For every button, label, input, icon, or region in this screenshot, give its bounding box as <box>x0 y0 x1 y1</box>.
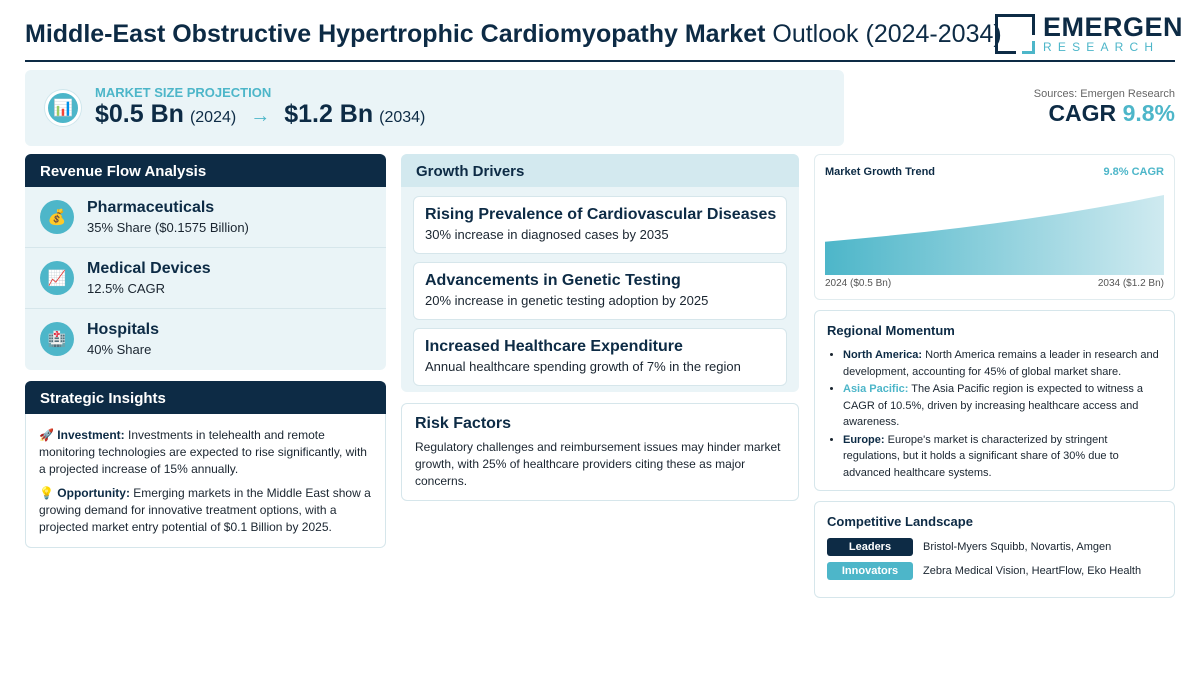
innovators-names: Zebra Medical Vision, HeartFlow, Eko Hea… <box>923 565 1142 577</box>
insight-investment-label: Investment: <box>57 428 125 442</box>
trend-area <box>825 195 1164 275</box>
leaders-badge: Leaders <box>827 538 913 556</box>
region-label: Europe: <box>843 433 885 446</box>
driver-detail: 20% increase in genetic testing adoption… <box>425 293 709 308</box>
revenue-item-hospitals: 🏥 Hospitals 40% Share <box>25 309 386 370</box>
driver-item: Advancements in Genetic Testing 20% incr… <box>413 262 787 320</box>
competitive-landscape-title: Competitive Landscape <box>827 514 973 529</box>
region-label: Asia Pacific: <box>843 383 909 395</box>
bar-chart-icon: 📊 <box>45 90 81 126</box>
region-europe: Europe: Europe's market is characterized… <box>843 432 1162 482</box>
market-growth-trend-chart: Market Growth Trend 9.8% CAGR 2024 ($0.5… <box>814 154 1175 300</box>
projection-label: MARKET SIZE PROJECTION <box>95 85 272 100</box>
emergen-logo[interactable]: EMERGEN RESEARCH <box>995 12 1183 56</box>
insight-investment-text: Investments in telehealth and remote mon… <box>39 428 367 476</box>
revenue-item-title: Pharmaceuticals <box>87 199 215 216</box>
page-title: Middle-East Obstructive Hypertrophic Car… <box>25 20 1002 49</box>
projection-end-value: $1.2 Bn <box>284 100 374 128</box>
logo-mark-icon <box>995 14 1035 54</box>
rocket-icon: 🚀 <box>39 428 54 442</box>
money-bag-icon: 💰 <box>40 200 74 234</box>
driver-item: Rising Prevalence of Cardiovascular Dise… <box>413 196 787 254</box>
projection-values: $0.5 Bn (2024) → $1.2 Bn (2034) <box>95 100 425 129</box>
competitive-row-leaders: Leaders Bristol-Myers Squibb, Novartis, … <box>827 538 1162 557</box>
growth-drivers-title: Growth Drivers <box>401 154 799 187</box>
revenue-item-medical-devices: 📈 Medical Devices 12.5% CAGR <box>25 248 386 309</box>
region-label: North America: <box>843 349 923 361</box>
region-north-america: North America: North America remains a l… <box>843 347 1162 380</box>
revenue-item-title: Medical Devices <box>87 260 211 277</box>
driver-detail: 30% increase in diagnosed cases by 2035 <box>425 227 669 242</box>
region-text: Europe's market is characterized by stri… <box>843 433 1119 479</box>
cagr-summary: CAGR 9.8% <box>1048 100 1175 127</box>
region-text: North America remains a leader in resear… <box>843 349 1159 378</box>
risk-factors-text: Regulatory challenges and reimbursement … <box>415 440 781 488</box>
sources-note: Sources: Emergen Research <box>1033 88 1175 100</box>
driver-title: Rising Prevalence of Cardiovascular Dise… <box>425 206 777 223</box>
header: Middle-East Obstructive Hypertrophic Car… <box>25 12 1183 62</box>
revenue-item-detail: 40% Share <box>87 342 152 357</box>
strategic-insights-body: 🚀 Investment: Investments in telehealth … <box>26 414 385 536</box>
revenue-item-title: Hospitals <box>87 321 160 338</box>
insight-opportunity: 💡 Opportunity: Emerging markets in the M… <box>39 485 372 536</box>
insight-opportunity-label: Opportunity: <box>57 486 130 500</box>
arrow-right-icon: → <box>250 105 271 127</box>
cagr-label: CAGR <box>1048 100 1117 126</box>
regional-momentum-card: Regional Momentum North America: North A… <box>814 310 1175 491</box>
innovators-badge: Innovators <box>827 562 913 580</box>
projection-end-year: (2034) <box>379 109 426 126</box>
insight-opportunity-text: Emerging markets in the Middle East show… <box>39 486 371 534</box>
driver-title: Increased Healthcare Expenditure <box>425 338 683 355</box>
leaders-names: Bristol-Myers Squibb, Novartis, Amgen <box>923 541 1112 553</box>
competitive-landscape-card: Competitive Landscape Leaders Bristol-My… <box>814 501 1175 598</box>
regional-momentum-title: Regional Momentum <box>827 323 955 338</box>
chart-title: Market Growth Trend <box>825 166 936 178</box>
growth-drivers-card: Growth Drivers Rising Prevalence of Card… <box>401 154 799 392</box>
market-size-projection: 📊 MARKET SIZE PROJECTION $0.5 Bn (2024) → $… <box>25 70 844 146</box>
driver-item: Increased Healthcare Expenditure Annual … <box>413 328 787 386</box>
region-text: The Asia Pacific region is expected to w… <box>843 383 1144 428</box>
page-title-rest: Outlook (2024-2034) <box>772 20 1002 48</box>
chart-up-icon: 📈 <box>40 261 74 295</box>
driver-detail: Annual healthcare spending growth of 7% … <box>425 359 741 374</box>
driver-title: Advancements in Genetic Testing <box>425 272 681 289</box>
chart-cagr-label: 9.8% CAGR <box>1103 166 1164 178</box>
risk-factors-card: Risk Factors Regulatory challenges and r… <box>401 403 799 501</box>
hospital-icon: 🏥 <box>40 322 74 356</box>
strategic-insights-title: Strategic Insights <box>25 381 386 414</box>
risk-factors-title: Risk Factors <box>415 415 512 432</box>
region-asia-pacific: Asia Pacific: The Asia Pacific region is… <box>843 381 1162 431</box>
projection-start-year: (2024) <box>189 109 237 126</box>
lightbulb-icon: 💡 <box>39 486 54 500</box>
logo-name: EMERGEN <box>1043 12 1184 42</box>
insight-investment: 🚀 Investment: Investments in telehealth … <box>39 427 372 478</box>
projection-start-value: $0.5 Bn <box>95 100 184 128</box>
trend-area-svg <box>825 195 1164 275</box>
regional-list: North America: North America remains a l… <box>827 347 1162 481</box>
revenue-item-detail: 12.5% CAGR <box>87 281 166 296</box>
revenue-item-detail: 35% Share ($0.1575 Billion) <box>87 220 249 235</box>
logo-subtitle: RESEARCH <box>1043 40 1160 54</box>
competitive-row-innovators: Innovators Zebra Medical Vision, HeartFl… <box>827 562 1162 581</box>
page-title-bold: Middle-East Obstructive Hypertrophic Car… <box>25 20 766 48</box>
revenue-item-pharmaceuticals: 💰 Pharmaceuticals 35% Share ($0.1575 Bil… <box>25 187 386 248</box>
revenue-flow-card: Revenue Flow Analysis 💰 Pharmaceuticals … <box>25 154 386 370</box>
cagr-value: 9.8% <box>1122 100 1175 126</box>
chart-x-label-start: 2024 ($0.5 Bn) <box>825 278 892 289</box>
revenue-flow-title: Revenue Flow Analysis <box>25 154 386 187</box>
strategic-insights-card: Strategic Insights 🚀 Investment: Investm… <box>25 381 386 548</box>
chart-x-label-end: 2034 ($1.2 Bn) <box>1097 278 1164 289</box>
